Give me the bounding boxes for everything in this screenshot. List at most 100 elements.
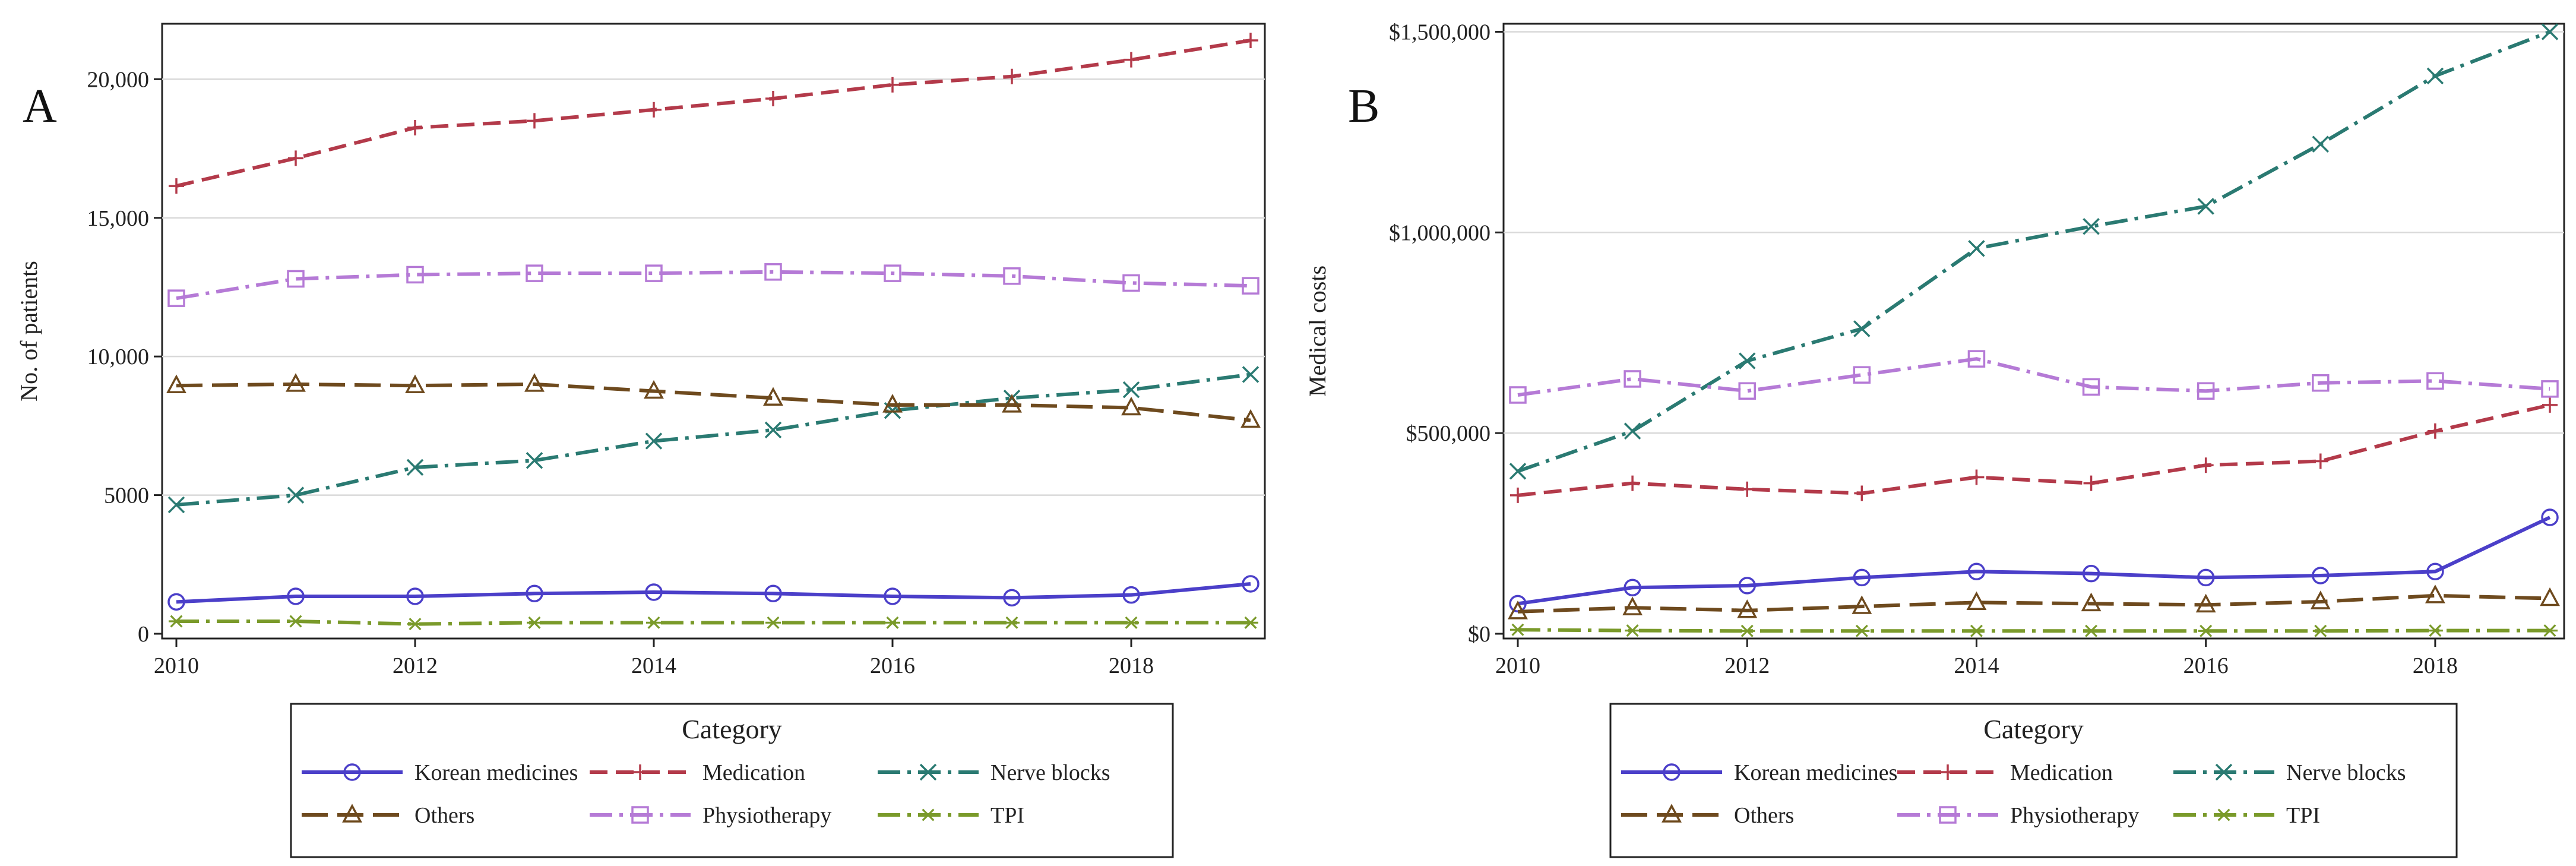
series-nerve-blocks	[1509, 23, 2559, 480]
data-point	[1509, 463, 1527, 480]
series-line	[1517, 30, 2551, 473]
legend-marker	[2216, 808, 2232, 821]
data-point	[524, 373, 545, 392]
data-point	[1003, 589, 1021, 607]
data-point	[2541, 23, 2559, 40]
data-point	[2427, 423, 2443, 439]
series-tpi	[1510, 623, 2558, 637]
x-tick-label: 2018	[1109, 653, 1154, 678]
data-point	[1967, 562, 1986, 581]
data-point	[1122, 586, 1140, 604]
data-point	[1122, 274, 1140, 292]
data-point	[1625, 475, 1641, 491]
data-point	[2312, 453, 2328, 469]
data-point	[166, 374, 186, 393]
data-point	[1966, 591, 1987, 611]
data-point	[644, 380, 664, 399]
y-tick-label: 0	[138, 622, 149, 647]
legend-item: Physiotherapy	[1897, 803, 2139, 828]
legend-title: Category	[1983, 714, 2084, 744]
data-point	[882, 394, 903, 413]
data-point	[1003, 267, 1021, 285]
data-point	[169, 615, 184, 628]
series-line	[1517, 516, 2551, 606]
data-point	[169, 178, 184, 194]
series-line	[176, 270, 1251, 301]
legend: Category Korean medicines Medication Nerve …	[1609, 703, 2458, 858]
legend-item: Medication	[590, 760, 805, 785]
series-tpi	[169, 615, 1258, 631]
data-point	[1242, 277, 1259, 295]
y-axis-title: No. of patients	[15, 261, 42, 402]
y-tick-label: $1,500,000	[1389, 20, 1490, 45]
legend-label: Korean medicines	[1734, 760, 1897, 785]
data-point	[2082, 564, 2100, 583]
data-point	[2426, 67, 2444, 85]
series-line	[176, 39, 1251, 188]
legend-item: Physiotherapy	[590, 803, 831, 828]
series-physiotherapy	[1509, 350, 2559, 404]
data-point	[2312, 135, 2330, 153]
data-point	[1509, 386, 1527, 404]
data-point	[406, 587, 424, 605]
plot-area	[1502, 23, 2565, 640]
series-line	[176, 619, 1251, 626]
data-point	[287, 486, 305, 504]
data-point	[406, 266, 424, 284]
data-point	[287, 270, 305, 288]
data-point	[885, 77, 900, 93]
data-point	[1004, 616, 1020, 629]
legend-marker	[1940, 764, 1955, 780]
data-point	[2081, 592, 2102, 612]
data-point	[2427, 624, 2443, 637]
legend-marker	[2215, 763, 2233, 781]
data-point	[2540, 587, 2560, 606]
data-point	[1510, 487, 1526, 503]
data-point	[2083, 475, 2099, 491]
x-tick-label: 2012	[1724, 653, 1770, 678]
series-physiotherapy	[167, 263, 1259, 307]
data-point	[2312, 374, 2330, 392]
data-point	[1624, 422, 1641, 440]
data-point	[1625, 624, 1641, 637]
series-korean-medicines	[167, 575, 1259, 611]
data-point	[405, 374, 425, 393]
data-point	[2197, 382, 2215, 400]
series-medication	[1510, 397, 2558, 503]
data-point	[645, 432, 663, 450]
x-axis: 2010 2012 2014 2016 2018	[1495, 639, 2458, 678]
data-point	[765, 91, 781, 107]
legend-label: TPI	[990, 803, 1024, 828]
x-tick-label: 2010	[154, 653, 199, 678]
data-point	[286, 373, 306, 392]
data-point	[1739, 624, 1755, 637]
data-point	[167, 289, 185, 307]
data-point	[526, 452, 543, 469]
legend-box	[1609, 703, 2458, 858]
data-point	[645, 583, 663, 601]
data-point	[526, 264, 543, 282]
x-tick-label: 2012	[393, 653, 438, 678]
data-point	[2198, 457, 2214, 473]
data-point	[1004, 68, 1020, 84]
data-point	[1242, 575, 1259, 593]
data-point	[1122, 381, 1140, 399]
data-point	[2083, 624, 2099, 637]
y-tick-label: $1,000,000	[1389, 220, 1490, 245]
data-point	[1624, 579, 1641, 597]
data-point	[1852, 595, 1872, 614]
series-line	[1517, 403, 2550, 497]
data-point	[1622, 596, 1643, 615]
data-point	[1853, 568, 1871, 587]
data-point	[1121, 396, 1141, 416]
legend-item: Korean medicines	[302, 760, 578, 785]
legend-item: Others	[302, 803, 474, 828]
data-point	[2197, 568, 2215, 587]
data-point	[407, 618, 423, 631]
data-point	[167, 593, 185, 611]
series-line	[1517, 593, 2550, 614]
legend-label: Others	[1734, 803, 1794, 828]
